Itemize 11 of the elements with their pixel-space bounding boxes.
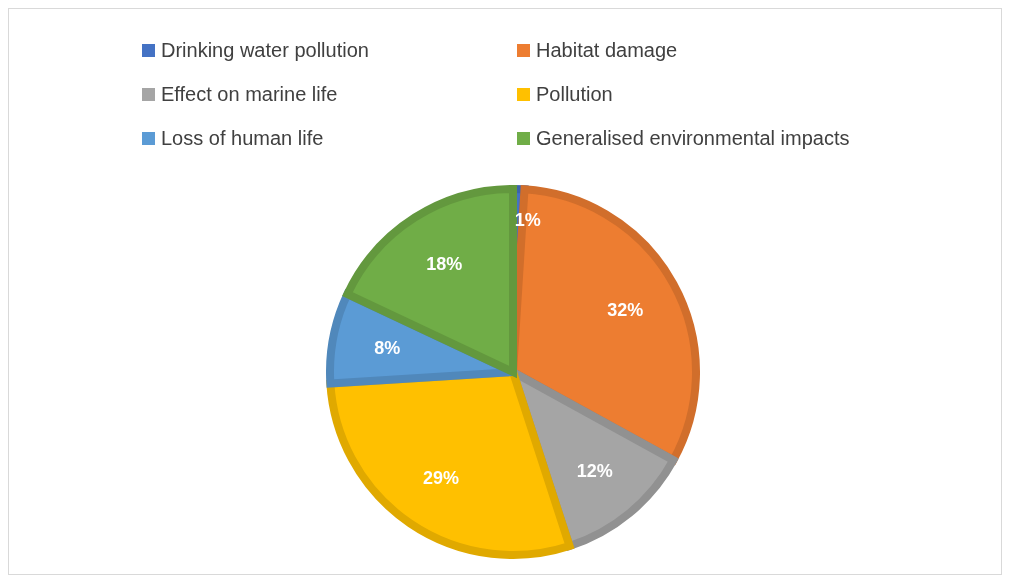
- data-label: 8%: [374, 338, 401, 358]
- data-label: 18%: [426, 253, 463, 274]
- legend-label: Generalised environmental impacts: [536, 126, 850, 150]
- legend-label: Effect on marine life: [161, 82, 338, 106]
- data-label: 32%: [607, 300, 644, 321]
- legend-label: Drinking water pollution: [161, 38, 369, 62]
- legend-label: Habitat damage: [536, 38, 678, 62]
- legend-label: Pollution: [536, 82, 613, 106]
- legend-label: Loss of human life: [161, 126, 324, 150]
- data-label: 29%: [422, 467, 460, 488]
- data-label: 12%: [576, 460, 613, 481]
